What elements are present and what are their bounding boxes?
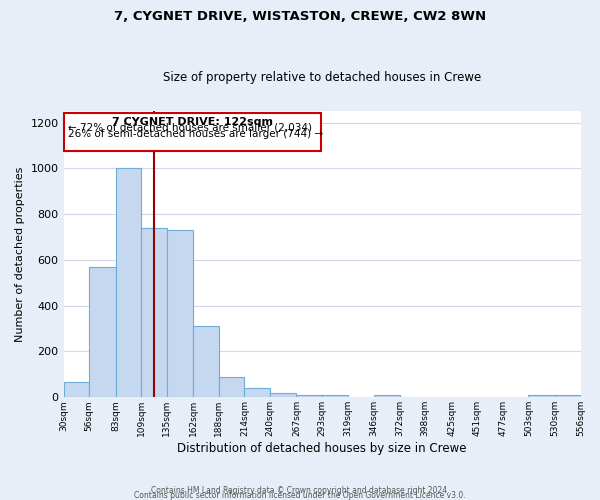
Text: Contains HM Land Registry data © Crown copyright and database right 2024.: Contains HM Land Registry data © Crown c… [151,486,449,495]
FancyBboxPatch shape [64,114,321,151]
Bar [322,395,347,398]
Text: 26% of semi-detached houses are larger (744) →: 26% of semi-detached houses are larger (… [68,129,323,139]
Title: Size of property relative to detached houses in Crewe: Size of property relative to detached ho… [163,70,481,84]
Text: Contains public sector information licensed under the Open Government Licence v3: Contains public sector information licen… [134,491,466,500]
Bar [529,395,555,398]
Text: ← 72% of detached houses are smaller (2,034): ← 72% of detached houses are smaller (2,… [68,123,313,133]
Bar [141,228,167,398]
X-axis label: Distribution of detached houses by size in Crewe: Distribution of detached houses by size … [177,442,467,455]
Bar [555,395,581,398]
Text: 7, CYGNET DRIVE, WISTASTON, CREWE, CW2 8WN: 7, CYGNET DRIVE, WISTASTON, CREWE, CW2 8… [114,10,486,23]
Bar [219,376,244,398]
Bar [296,395,322,398]
Bar [244,388,270,398]
Y-axis label: Number of detached properties: Number of detached properties [15,166,25,342]
Bar [89,267,116,398]
Bar [270,393,296,398]
Text: 7 CYGNET DRIVE: 122sqm: 7 CYGNET DRIVE: 122sqm [112,116,273,126]
Bar [193,326,219,398]
Bar [167,230,193,398]
Bar [374,395,400,398]
Bar [116,168,141,398]
Bar [64,382,89,398]
